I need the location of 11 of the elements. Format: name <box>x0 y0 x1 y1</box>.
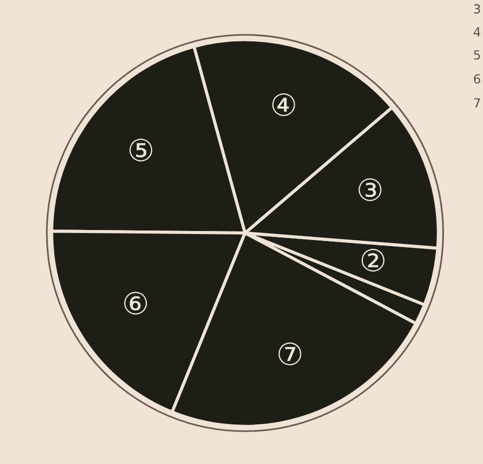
text: 3 <box>474 4 480 14</box>
text: 4 <box>474 27 480 36</box>
text: 5 <box>474 50 480 60</box>
slice-label: ⑦ <box>278 342 302 366</box>
slice-label: ② <box>362 248 384 272</box>
slice-label: ⑤ <box>129 138 152 162</box>
text: 6 <box>474 74 480 84</box>
slice-label: ③ <box>358 178 382 202</box>
text: 7 <box>474 98 480 108</box>
slice-label: ⑥ <box>124 292 147 315</box>
slice-label: ④ <box>272 93 296 116</box>
